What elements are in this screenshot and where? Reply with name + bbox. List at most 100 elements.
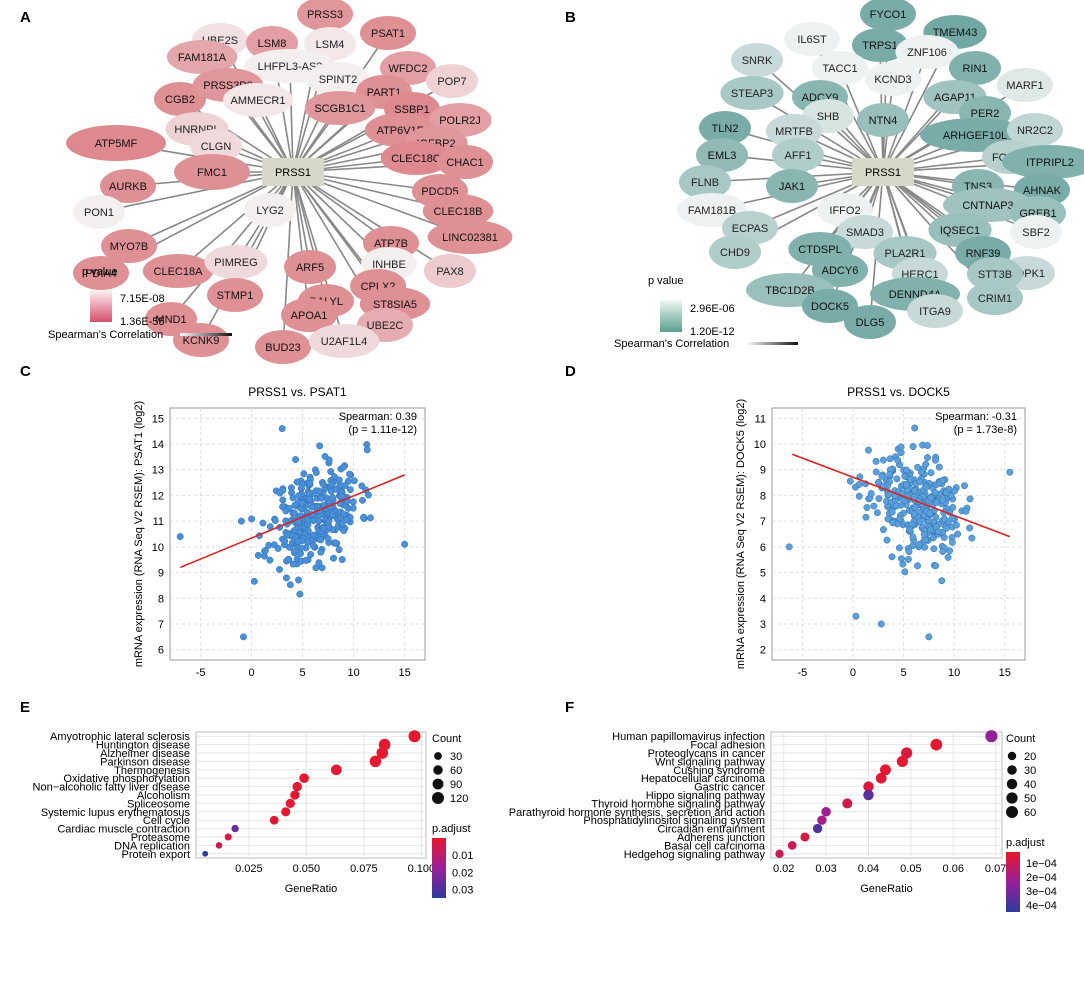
gene-node (142, 254, 214, 288)
y-tick-label: 6 (760, 542, 766, 554)
category-label: Human papillomavirus infection (612, 731, 765, 743)
gene-node (306, 62, 370, 96)
scatter-point (921, 543, 929, 551)
dot-point (369, 755, 382, 768)
network-edge (289, 65, 294, 173)
scatter-point (295, 576, 302, 584)
legend-b-min: 1.20E-12 (690, 326, 735, 338)
scatter-point (401, 540, 409, 548)
scatter-point (916, 478, 924, 486)
dot-point (875, 772, 887, 784)
network-edge (292, 171, 451, 272)
x-tick-label: 0.075 (350, 863, 378, 875)
scatter-point (903, 466, 911, 474)
dot-point (269, 815, 279, 825)
gene-node (73, 256, 129, 290)
chart-title: PRSS1 vs. DOCK5 (847, 385, 950, 399)
dot-point (281, 807, 291, 817)
scatter-point (349, 504, 357, 512)
gene-node (772, 138, 824, 172)
scatter-point (358, 482, 366, 490)
y-tick-label: 4 (760, 593, 766, 605)
y-tick-label: 3 (760, 619, 766, 631)
y-tick-label: 10 (152, 542, 164, 554)
scatter-point (293, 478, 301, 486)
gene-node (437, 145, 493, 179)
scatter-point (927, 494, 935, 502)
scatter-point (925, 633, 933, 641)
category-label: Thermogenesis (114, 765, 190, 777)
category-label: Huntington disease (96, 740, 190, 752)
legend-a-gradient (90, 290, 112, 322)
gene-node-label: ST8SIA5 (373, 299, 417, 311)
category-label: Parkinson disease (100, 756, 190, 768)
scatter-point (337, 492, 345, 500)
x-tick-label: -5 (797, 667, 807, 679)
gene-node (281, 298, 337, 332)
gene-node (204, 245, 268, 279)
network-edge (177, 171, 294, 272)
gene-node (308, 324, 380, 358)
scatter-point (875, 495, 883, 503)
scatter-point (332, 485, 340, 493)
gene-node-label: STMP1 (217, 290, 254, 302)
gene-node (1007, 113, 1063, 147)
gene-node-label: PAX8 (436, 266, 463, 278)
dot-point (376, 747, 389, 759)
dot-point (231, 824, 239, 833)
network-a-center: PRSS1 (262, 158, 324, 186)
category-label: Proteasome (131, 832, 190, 844)
y-tick-label: 10 (754, 439, 766, 451)
scatter-point (927, 469, 935, 477)
gene-node-label: AHNAK (1023, 185, 1062, 197)
gene-node (166, 40, 238, 74)
scatter-point (895, 544, 903, 552)
legend-b-gradient (660, 300, 682, 332)
gene-node-label: TLN2 (712, 123, 739, 135)
scatter-point (875, 479, 883, 486)
gene-node (154, 82, 206, 116)
scatter-point (915, 540, 923, 548)
scatter-point (883, 536, 891, 544)
gene-node-label: EML3 (708, 150, 737, 162)
count-legend-dot (434, 752, 442, 760)
scatter-point (949, 504, 957, 511)
category-label: Hippo signaling pathway (646, 790, 766, 802)
y-tick-label: 13 (152, 465, 164, 477)
y-tick-label: 8 (158, 593, 164, 605)
scatter-point (250, 577, 258, 585)
padjust-legend-label: 0.01 (452, 850, 473, 862)
gene-node (380, 141, 452, 175)
panel-label-a: A (20, 9, 31, 26)
y-tick-label: 14 (152, 439, 164, 451)
dot-point (787, 841, 797, 850)
gene-node-label: DLG5 (856, 317, 885, 329)
y-tick-label: 5 (760, 568, 766, 580)
dot-point (202, 850, 209, 857)
scatter-point (904, 555, 912, 563)
scatter-point (266, 556, 274, 564)
gene-node-label: KCNK9 (183, 335, 220, 347)
scatter-point (896, 515, 904, 523)
chart-title: PRSS1 vs. PSAT1 (248, 385, 347, 399)
network-b-center: PRSS1 (852, 158, 914, 186)
legend-b-title: p value (648, 275, 683, 287)
scatter-point (281, 537, 289, 545)
x-tick-label: 0 (850, 667, 856, 679)
panel-label-c: C (20, 363, 31, 380)
scatter-point (292, 456, 300, 464)
scatter-point (290, 548, 298, 556)
category-label: Non−alcoholic fatty liver disease (33, 782, 190, 794)
scatter-point (931, 489, 939, 497)
gene-node (857, 103, 909, 137)
category-label: Alcoholism (137, 790, 190, 802)
scatter-point (359, 496, 366, 504)
gene-node (1002, 145, 1084, 179)
x-tick-label: 5 (300, 667, 306, 679)
scatter-point (897, 443, 905, 451)
gene-node-label: PER2 (971, 108, 1000, 120)
scatter-point (889, 519, 897, 527)
scatter-point (935, 463, 943, 471)
count-legend-dot (433, 765, 443, 775)
gene-node-label: TRPS1 (862, 40, 897, 52)
